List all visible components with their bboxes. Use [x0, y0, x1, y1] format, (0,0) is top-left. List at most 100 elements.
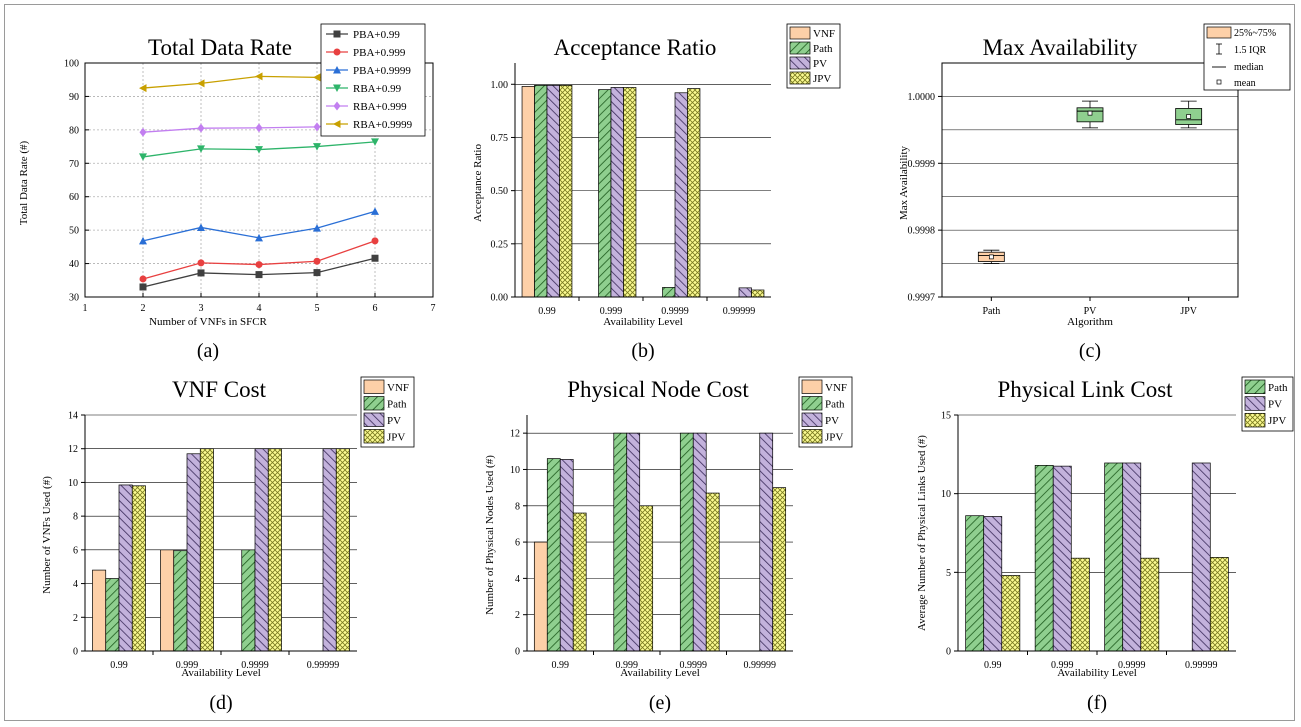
- legend-marker: [333, 84, 341, 92]
- bar: [623, 87, 637, 298]
- x-tick-label: 0.99999: [723, 306, 756, 317]
- legend-label: RBA+0.999: [353, 101, 407, 113]
- plot-area: 0 2 4 6 8 10 12 14 0.99 0.999 0.9999 0.99999: [68, 411, 357, 671]
- legend-label: VNF: [387, 382, 409, 394]
- bar: [610, 87, 624, 298]
- y-tick-label: 12: [68, 444, 78, 455]
- panel-b: Acceptance Ratio (b) Availability Level …: [472, 23, 841, 362]
- legend-label: JPV: [1268, 415, 1286, 427]
- legend-label: JPV: [825, 431, 843, 443]
- y-tick-label: 80: [69, 125, 79, 136]
- bar: [751, 289, 765, 298]
- bar: [662, 287, 676, 298]
- legend-swatch: [363, 412, 385, 427]
- chart-caption: (e): [649, 692, 671, 714]
- y-tick-label: 0.75: [491, 133, 509, 144]
- x-tick-label: 0.999: [1051, 660, 1074, 671]
- bar: [626, 432, 641, 652]
- x-tick-label: 0.9999: [661, 306, 689, 317]
- bar: [1140, 557, 1160, 652]
- data-point: [313, 143, 321, 151]
- legend-label: RBA+0.99: [353, 83, 402, 95]
- bar: [738, 287, 752, 298]
- x-tick-label: 5: [315, 303, 320, 314]
- data-point: [255, 146, 263, 154]
- x-tick-label: 0.99999: [1185, 660, 1218, 671]
- bar: [1052, 465, 1072, 652]
- legend-swatch: [1244, 412, 1266, 428]
- bar: [759, 432, 774, 652]
- legend-swatch: [363, 396, 385, 411]
- y-tick-label: 50: [69, 226, 79, 237]
- data-point: [139, 153, 147, 161]
- legend-box: [320, 23, 426, 137]
- x-tick-label: 0.99: [110, 660, 128, 671]
- bar: [687, 88, 701, 298]
- legend-swatch: [1206, 26, 1232, 39]
- chart-title: Physical Link Cost: [997, 377, 1173, 402]
- x-tick-label: 0.99999: [744, 660, 777, 671]
- legend-swatch: [801, 429, 823, 444]
- y-tick-label: 0.9998: [908, 226, 936, 237]
- legend-swatch: [1244, 396, 1266, 411]
- chart-title: Total Data Rate: [148, 35, 292, 60]
- bar: [173, 550, 188, 652]
- x-tick-label: 6: [373, 303, 378, 314]
- legend: VNF Path PV JPV: [786, 23, 841, 89]
- legend-label: PBA+0.99: [353, 29, 400, 41]
- y-axis-label: Average Number of Physical Links Used (#…: [916, 435, 928, 631]
- y-tick-label: 40: [69, 259, 79, 270]
- data-point: [371, 138, 379, 146]
- y-tick-label: 30: [69, 293, 79, 304]
- x-tick-label: 3: [199, 303, 204, 314]
- figure-canvas: Total Data Rate (a) Number of VNFs in SF…: [18, 23, 1294, 714]
- data-point: [197, 145, 205, 153]
- y-tick-label: 10: [68, 478, 78, 489]
- data-point: [313, 122, 321, 132]
- figure: Total Data Rate (a) Number of VNFs in SF…: [4, 4, 1295, 721]
- y-tick-label: 0.00: [491, 293, 509, 304]
- x-tick-label: JPV: [1180, 306, 1197, 317]
- legend-label: PV: [1268, 399, 1282, 411]
- y-tick-label: 14: [68, 411, 78, 422]
- mean-marker: [988, 254, 994, 260]
- x-tick-label: 0.9999: [1118, 660, 1146, 671]
- bar: [131, 485, 146, 652]
- y-tick-label: 4: [515, 574, 520, 585]
- bar: [533, 541, 548, 652]
- y-tick-label: 0.9999: [908, 159, 936, 170]
- bar: [1191, 462, 1211, 652]
- x-tick-label: 4: [257, 303, 262, 314]
- x-tick-label: 1: [83, 303, 88, 314]
- y-tick-label: 70: [69, 159, 79, 170]
- legend-marker: [333, 48, 341, 56]
- y-axis-label: Total Data Rate (#): [18, 140, 30, 225]
- data-point: [255, 233, 263, 242]
- x-axis-label: Algorithm: [1067, 316, 1113, 328]
- data-point: [139, 84, 147, 93]
- legend-swatch: [363, 429, 385, 444]
- bar: [254, 448, 269, 652]
- x-tick-label: 0.99: [538, 306, 556, 317]
- legend-marker: [333, 66, 341, 74]
- plot-area: 0 2 4 6 8 10 12 0.99 0.999 0.9999 0.99999: [510, 415, 793, 671]
- bar: [118, 484, 133, 652]
- x-axis-label: Availability Level: [1057, 667, 1137, 679]
- y-tick-label: 8: [73, 512, 78, 523]
- legend: 25%~75% 1.5 IQR median mean: [1203, 23, 1291, 91]
- legend-swatch: [789, 41, 811, 55]
- x-tick-label: Path: [982, 306, 1000, 317]
- y-tick-label: 12: [510, 429, 520, 440]
- legend-swatch: [801, 412, 823, 427]
- y-tick-label: 100: [64, 59, 79, 70]
- x-tick-label: PV: [1084, 306, 1098, 317]
- data-point: [139, 283, 147, 291]
- chart-title: Physical Node Cost: [567, 377, 749, 402]
- chart-caption: (d): [209, 692, 232, 714]
- bar: [772, 487, 787, 652]
- data-point: [197, 269, 205, 277]
- x-axis-label: Availability Level: [181, 667, 261, 679]
- chart-title: Acceptance Ratio: [554, 35, 717, 60]
- chart-title: VNF Cost: [172, 377, 267, 402]
- data-point: [139, 275, 147, 283]
